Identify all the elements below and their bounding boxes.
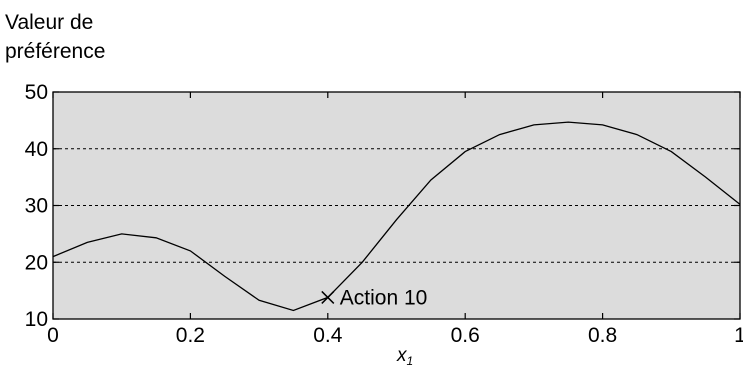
x-axis-ticks: 0 0.2 0.4 0.6 0.8 1 (47, 92, 743, 347)
y-tick-label: 50 (25, 81, 48, 104)
annotation-marker (321, 290, 335, 304)
y-tick-label: 20 (25, 251, 48, 274)
x-tick-label: 0.2 (176, 324, 205, 347)
y-axis-label-line-2: préférence (5, 40, 105, 63)
series-line (52, 121, 741, 312)
plot-frame (52, 91, 741, 320)
grid-lines (53, 148, 740, 263)
y-axis-ticks: 10 20 30 40 50 (25, 81, 740, 331)
annotation-label: Action 10 (340, 286, 428, 309)
y-tick-label: 30 (25, 195, 48, 218)
annotation: Action 10 (321, 286, 428, 309)
y-axis-label-line-1: Valeur de (5, 11, 93, 34)
x-tick-label: 1 (734, 324, 743, 347)
x-tick-label: 0 (47, 324, 59, 347)
x-axis-label: x1 (396, 345, 413, 368)
y-tick-label: 40 (25, 138, 48, 161)
x-tick-label: 0.8 (588, 324, 617, 347)
x-tick-label: 0.4 (313, 324, 343, 347)
y-tick-label: 10 (25, 308, 48, 331)
x-tick-label: 0.6 (451, 324, 480, 347)
